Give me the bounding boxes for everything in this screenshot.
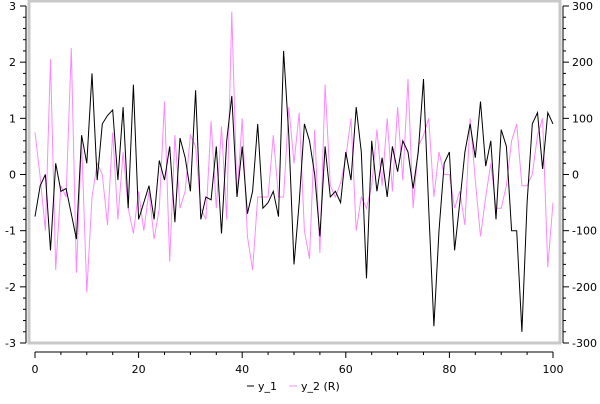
y-left-tick-label: 1 xyxy=(9,112,16,125)
x-tick-label: 20 xyxy=(132,363,146,376)
series-lines xyxy=(34,11,554,332)
y-right-tick-label: 200 xyxy=(572,56,593,69)
legend-label-y1: y_1 xyxy=(258,380,277,393)
x-tick-label: 80 xyxy=(442,363,456,376)
x-tick-label: 0 xyxy=(32,363,39,376)
legend-label-y2: y_2 (R) xyxy=(301,380,340,393)
y-left-tick-label: 3 xyxy=(9,0,16,13)
y-left-tick-label: -3 xyxy=(5,337,16,350)
y-left-tick-label: 0 xyxy=(9,169,16,182)
y-right-tick-label: 300 xyxy=(572,0,593,13)
y-right-tick-label: -300 xyxy=(572,337,597,350)
y-right-tick-label: -200 xyxy=(572,281,597,294)
x-tick-label: 60 xyxy=(339,363,353,376)
series-line-y2 xyxy=(34,11,554,293)
y-right-tick-label: -100 xyxy=(572,225,597,238)
series-line-y1 xyxy=(34,50,554,332)
x-tick-label: 40 xyxy=(235,363,249,376)
axes: 3 2 1 0 -1 -2 -3 300 200 100 0 -100 -200 -300 0 20 40 60 8… xyxy=(5,0,597,376)
x-tick-label: 100 xyxy=(543,363,564,376)
y-right-tick-label: 100 xyxy=(572,112,593,125)
plot-frame xyxy=(27,0,562,345)
y-right-tick-label: 0 xyxy=(572,169,579,182)
y-left-tick-label: 2 xyxy=(9,56,16,69)
y-left-tick-label: -2 xyxy=(5,281,16,294)
legend: y_1 y_2 (R) xyxy=(247,380,340,393)
y-left-tick-label: -1 xyxy=(5,225,16,238)
